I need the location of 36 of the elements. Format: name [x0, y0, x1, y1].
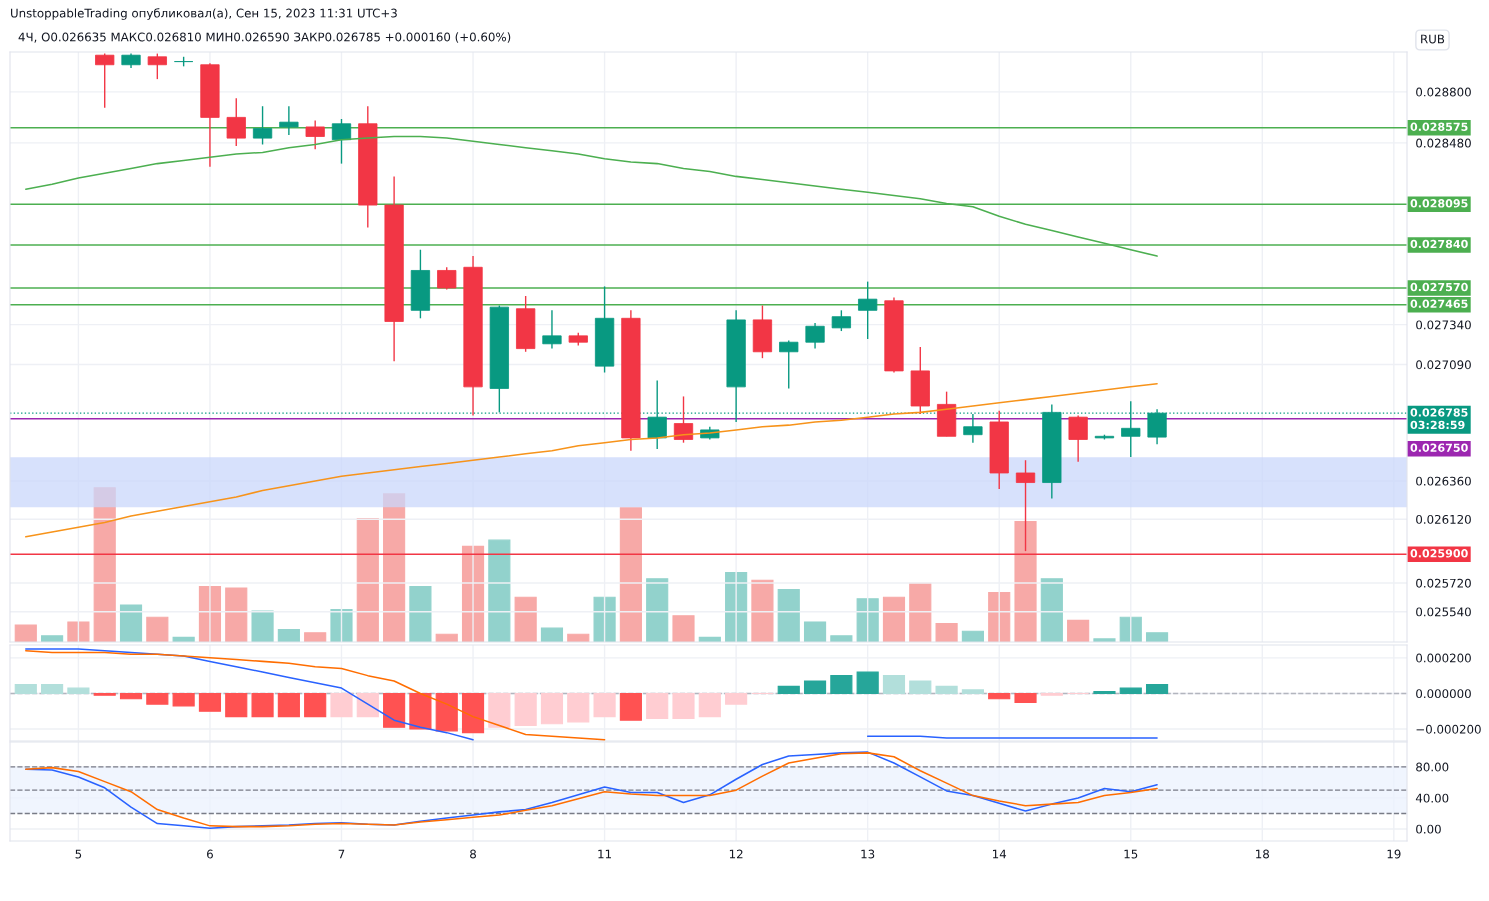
y-tick-label: 0.027090	[1416, 360, 1471, 370]
y-tick-label: 0.026360	[1416, 476, 1471, 486]
y-tick-label: 0.000200	[1416, 653, 1471, 663]
x-tick-label: 8	[470, 849, 476, 859]
y-tick-label: 0.025720	[1416, 578, 1471, 588]
x-tick-label: 7	[338, 849, 345, 859]
x-tick-label: 5	[75, 849, 82, 859]
ref-line-label: 0.027465	[1410, 299, 1468, 308]
x-tick-label: 6	[207, 849, 213, 859]
x-tick-label: 14	[993, 849, 1007, 859]
x-tick-label: 15	[1124, 849, 1138, 859]
y-tick-label: 0.028480	[1416, 138, 1471, 148]
ref-line-label: 0.026750	[1410, 443, 1468, 452]
y-tick-label: 80.00	[1416, 762, 1449, 772]
ref-line-label: 0.028095	[1410, 199, 1468, 208]
y-tick-label: 0.027340	[1416, 320, 1471, 330]
ref-line-label: 0.027570	[1410, 282, 1468, 292]
y-tick-label: 0.028800	[1416, 87, 1471, 97]
x-tick-label: 18	[1256, 849, 1269, 859]
x-tick-label: 12	[729, 849, 743, 859]
text: RUB	[1421, 34, 1445, 44]
ref-line-label: 0.027840	[1410, 239, 1468, 249]
x-tick-label: 19	[1387, 849, 1401, 859]
y-tick-label: −0.000200	[1416, 724, 1481, 734]
y-tick-label: 0.026120	[1416, 514, 1471, 524]
y-tick-label: 40.00	[1415, 793, 1449, 803]
ref-line-label: 0.025900	[1410, 549, 1468, 558]
y-tick-label: 0.000000	[1416, 689, 1471, 699]
y-tick-label: 0.00	[1416, 824, 1441, 834]
y-tick-label: 0.025540	[1416, 607, 1471, 617]
ref-line-label: 0.028575	[1410, 122, 1468, 131]
chart-title: 4Ч, О0.026635 МАКС0.026810 МИН0.026590 ЗАКР0.026785 +0.000160 (+0.60%)	[18, 32, 511, 43]
x-tick-label: 13	[861, 849, 875, 859]
ref-line-label: 0.026785 03:28:59	[1410, 408, 1468, 430]
chart-subtitle: UnstoppableTrading опубликовал(а), Сен 15, 2023 11:31 UTC+3	[11, 8, 397, 20]
x-tick-label: 11	[598, 849, 611, 859]
